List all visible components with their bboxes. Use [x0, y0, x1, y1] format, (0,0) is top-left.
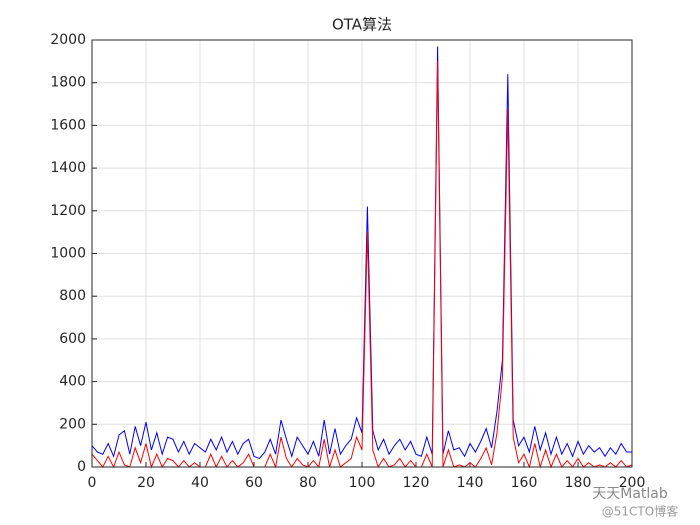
y-tick-label: 400: [59, 374, 86, 390]
y-tick-label: 200: [59, 416, 86, 432]
y-tick-label: 800: [59, 288, 86, 304]
y-tick-label: 1600: [50, 117, 86, 133]
y-tick-label: 1800: [50, 75, 86, 91]
y-tick-label: 1200: [50, 203, 86, 219]
line-series: [91, 61, 633, 469]
x-tick-label: 80: [299, 475, 317, 491]
x-tick-label: 120: [403, 475, 430, 491]
x-tick-label: 100: [349, 475, 376, 491]
x-tick-label: 40: [191, 475, 209, 491]
y-tick-label: 600: [59, 331, 86, 347]
x-tick-label: 200: [619, 475, 646, 491]
x-tick-label: 180: [565, 475, 592, 491]
x-tick-label: 0: [88, 475, 97, 491]
x-tick-label: 20: [137, 475, 155, 491]
y-tick-label: 1400: [50, 160, 86, 176]
plot-frame: [91, 39, 633, 468]
watermark: 天天Matlab: [592, 486, 668, 502]
watermark: @51CTO博客: [602, 504, 678, 519]
y-tick-label: 2000: [50, 32, 86, 48]
y-tick-label: 0: [77, 459, 86, 475]
x-tick-label: 160: [511, 475, 538, 491]
y-tick-label: 1000: [50, 246, 86, 262]
x-tick-label: 60: [245, 475, 263, 491]
x-tick-label: 140: [457, 475, 484, 491]
chart-title: OTA算法: [332, 16, 392, 34]
